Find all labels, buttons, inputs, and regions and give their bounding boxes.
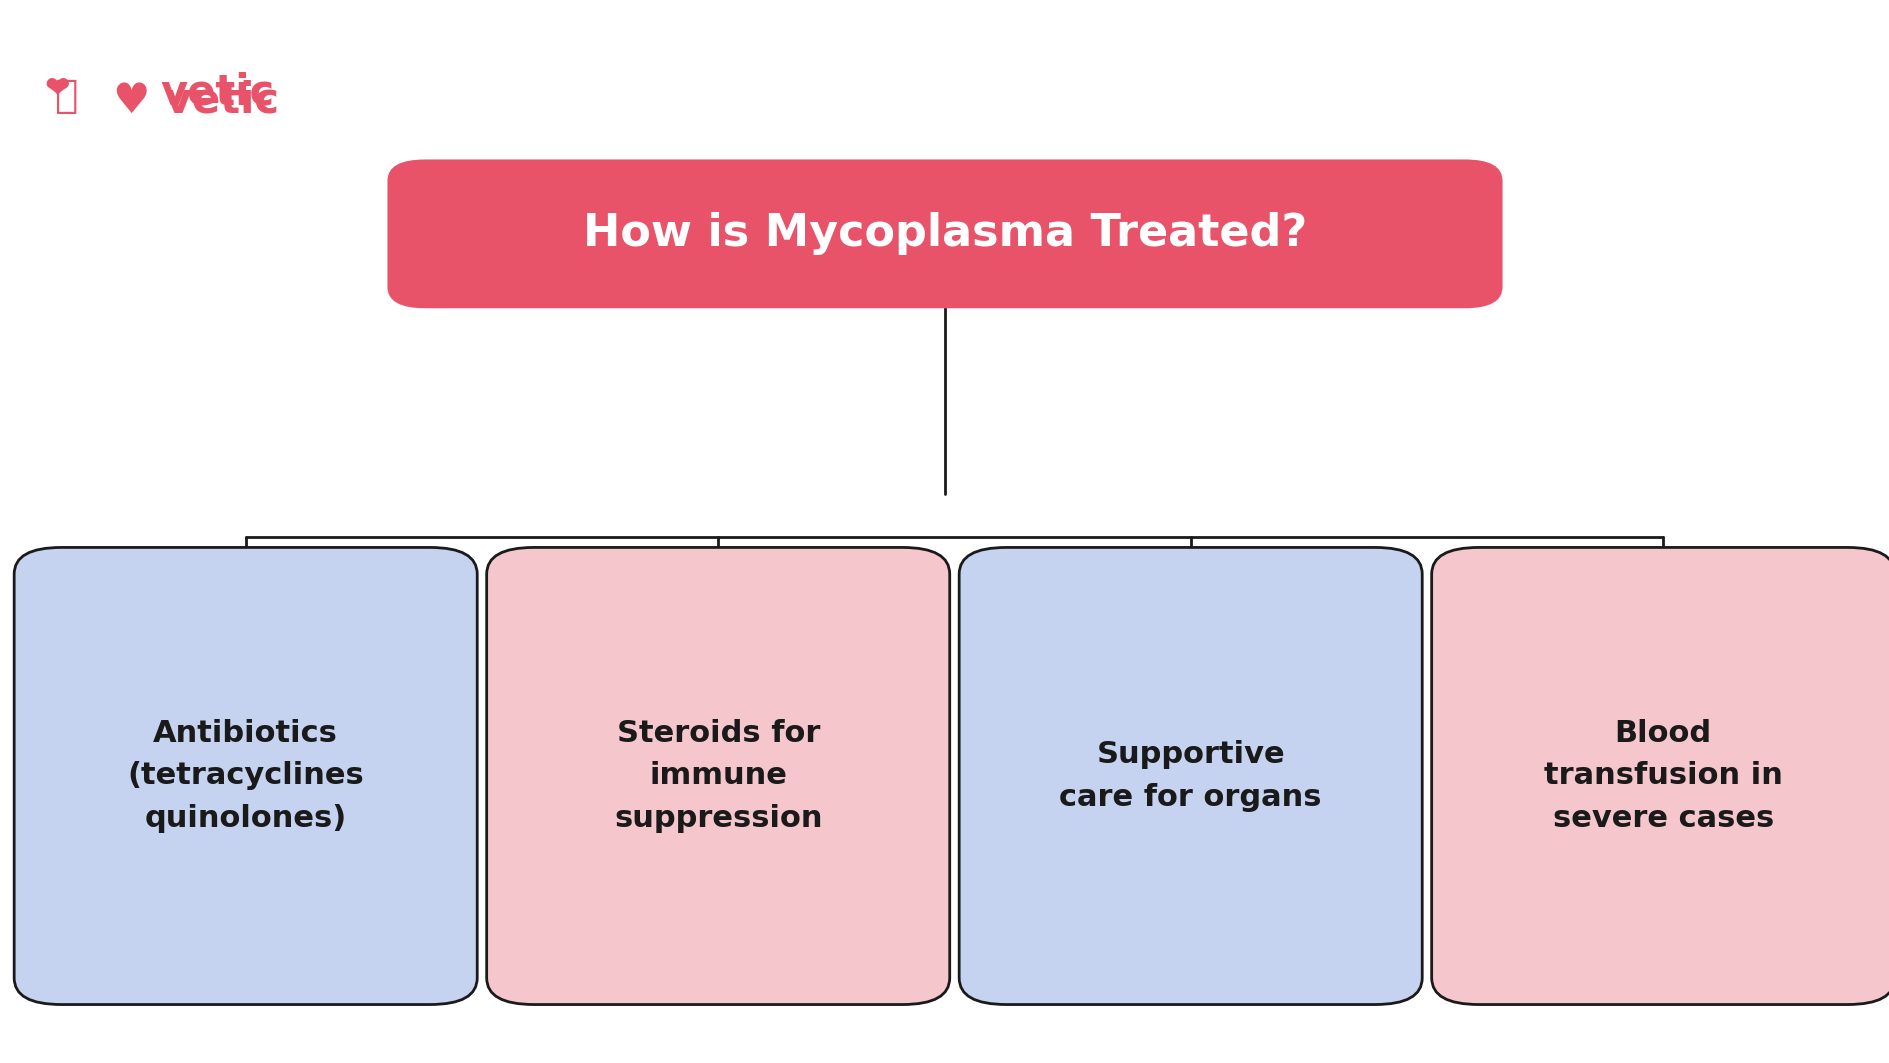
FancyBboxPatch shape	[387, 159, 1502, 308]
Text: ❤: ❤	[43, 75, 70, 105]
Text: How is Mycoplasma Treated?: How is Mycoplasma Treated?	[582, 213, 1307, 255]
FancyBboxPatch shape	[958, 547, 1421, 1005]
Text: Steroids for
immune
suppression: Steroids for immune suppression	[614, 719, 822, 833]
Text: Supportive
care for organs: Supportive care for organs	[1060, 740, 1320, 812]
FancyBboxPatch shape	[485, 547, 948, 1005]
Text: vetic: vetic	[161, 71, 274, 114]
Text: Blood
transfusion in
severe cases: Blood transfusion in severe cases	[1543, 719, 1781, 833]
Text: ♥ vetic: ♥ vetic	[113, 80, 280, 122]
Text: Antibiotics
(tetracyclines
quinolones): Antibiotics (tetracyclines quinolones)	[127, 719, 365, 833]
FancyBboxPatch shape	[13, 547, 476, 1005]
FancyBboxPatch shape	[1432, 547, 1889, 1005]
Text: 🐾: 🐾	[55, 77, 77, 115]
